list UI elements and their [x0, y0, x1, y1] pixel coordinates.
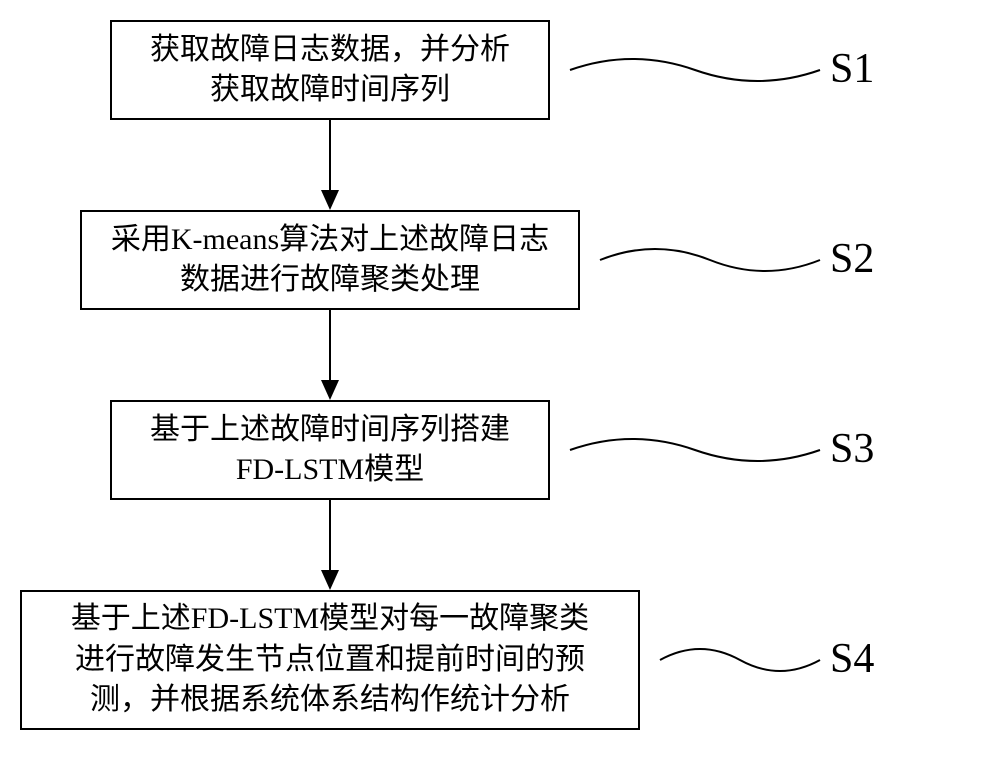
- flow-node-s2: 采用K-means算法对上述故障日志数据进行故障聚类处理: [80, 210, 580, 310]
- flow-node-s3-text: 基于上述故障时间序列搭建FD-LSTM模型: [150, 410, 510, 491]
- step-label-s1: S1: [830, 45, 874, 93]
- step-label-s4: S4: [830, 635, 874, 683]
- step-label-s2: S2: [830, 235, 874, 283]
- flow-node-s4: 基于上述FD-LSTM模型对每一故障聚类进行故障发生节点位置和提前时间的预测，并…: [20, 590, 640, 730]
- flowchart-canvas: 获取故障日志数据，并分析获取故障时间序列 采用K-means算法对上述故障日志数…: [0, 0, 1000, 762]
- step-label-s3: S3: [830, 425, 874, 473]
- flow-node-s1-text: 获取故障日志数据，并分析获取故障时间序列: [150, 30, 510, 111]
- flow-node-s3: 基于上述故障时间序列搭建FD-LSTM模型: [110, 400, 550, 500]
- flow-node-s2-text: 采用K-means算法对上述故障日志数据进行故障聚类处理: [111, 220, 549, 301]
- flow-node-s1: 获取故障日志数据，并分析获取故障时间序列: [110, 20, 550, 120]
- flow-node-s4-text: 基于上述FD-LSTM模型对每一故障聚类进行故障发生节点位置和提前时间的预测，并…: [71, 599, 589, 721]
